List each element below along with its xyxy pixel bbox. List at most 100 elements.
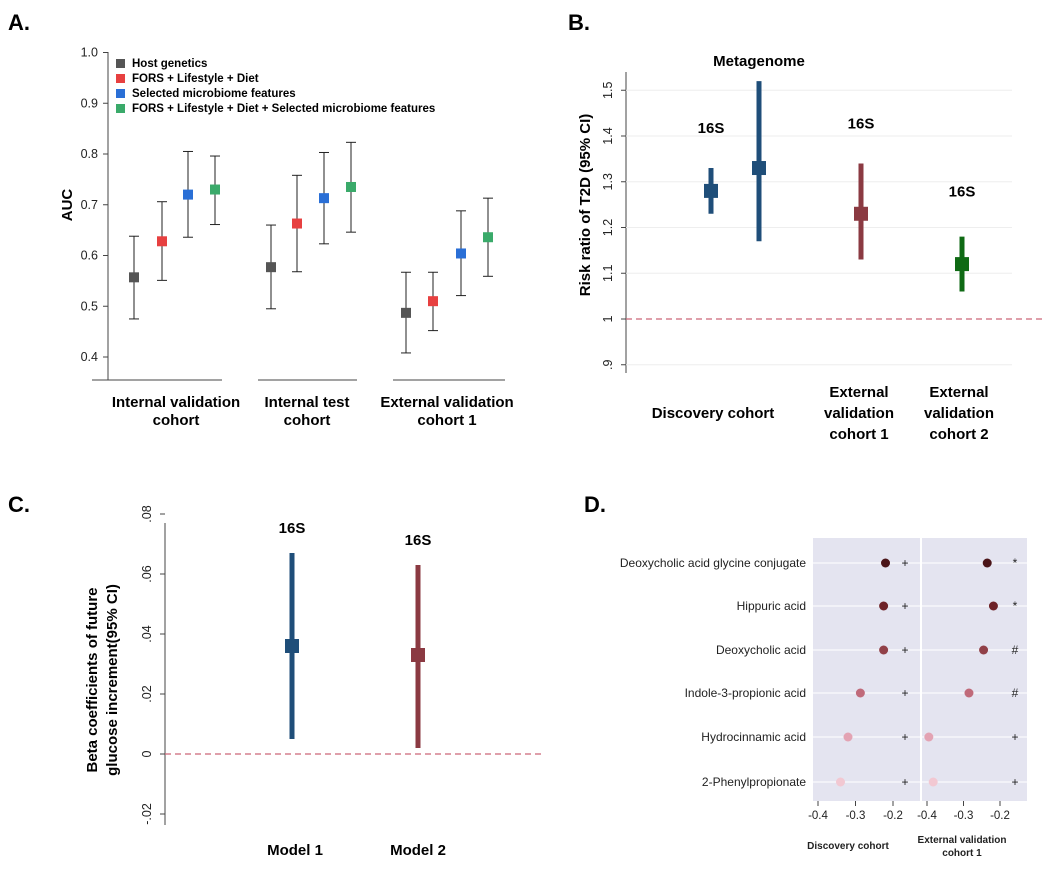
data-point <box>183 189 193 200</box>
panel-d-discovery-background <box>813 538 920 801</box>
panel-a-letter: A. <box>8 10 30 35</box>
panel-b-category-label: validation <box>924 405 994 422</box>
panel-d-subplot-labels: Discovery cohort External validation coh… <box>807 835 1006 859</box>
panel-b-category-label: Discovery cohort <box>652 405 775 422</box>
panel-d-x-tick-label: -0.2 <box>883 810 903 822</box>
panel-a-y-tick-label: 0.5 <box>81 299 98 313</box>
legend-label: FORS + Lifestyle + Diet + Selected micro… <box>132 103 435 115</box>
panel-d-x-tick-label: -0.4 <box>808 810 828 822</box>
panel-c-category-label: Model 1 <box>267 842 323 859</box>
panel-b-category-label: cohort 2 <box>929 426 988 443</box>
panel-b-category-label: External <box>929 384 988 401</box>
data-point <box>266 262 276 273</box>
legend-label: Host genetics <box>132 58 207 70</box>
significance-symbol: + <box>901 556 908 570</box>
legend-label: FORS + Lifestyle + Diet <box>132 73 259 85</box>
estimate-label: 16S <box>698 120 725 137</box>
panel-d-x-tick-label: -0.3 <box>846 810 866 822</box>
panel-d-x-tick-label: -0.2 <box>990 810 1010 822</box>
point-estimate <box>704 183 718 198</box>
panel-b-y-tick-label: .9 <box>601 359 615 369</box>
panel-c-y-axis-title: Beta coefficients of future <box>84 587 101 772</box>
panel-a-group-label: cohort <box>153 412 200 429</box>
data-point <box>129 272 139 283</box>
panel-d: D. -0.4 -0.3 -0.2 -0.4 -0.3 -0.2 Deoxycholic … <box>584 492 1027 859</box>
panel-b-y-tick-label: 1 <box>601 315 615 322</box>
panel-c-y-axis-title: glucose increment(95% CI) <box>104 584 121 776</box>
panel-d-x-tick-label: -0.4 <box>917 810 937 822</box>
panel-a-y-tick-label: 0.8 <box>81 147 98 161</box>
significance-symbol: + <box>901 775 908 789</box>
legend-label: Selected microbiome features <box>132 88 296 100</box>
panel-c-y-tick-label: .08 <box>140 505 154 522</box>
significance-symbol: * <box>1013 556 1018 570</box>
point-estimate <box>752 161 766 176</box>
data-point <box>456 248 466 259</box>
data-point <box>428 296 438 307</box>
estimate-label: Metagenome <box>713 53 805 70</box>
panel-c-y-tick-label: .02 <box>140 685 154 702</box>
data-point <box>319 193 329 204</box>
panel-b-y-axis-title: Risk ratio of T2D (95% CI) <box>577 114 594 297</box>
panel-b-category-label: External <box>829 384 888 401</box>
panel-b-y-tick-label: 1.2 <box>601 219 615 236</box>
estimate-label: 16S <box>848 115 875 132</box>
data-point <box>855 688 865 698</box>
significance-symbol: + <box>901 643 908 657</box>
panel-d-gridlines: -0.4 -0.3 -0.2 -0.4 -0.3 -0.2 <box>808 562 1027 822</box>
data-point <box>836 777 845 787</box>
point-estimate <box>285 639 299 653</box>
point-estimate <box>411 648 425 662</box>
panel-d-letter: D. <box>584 492 606 517</box>
point-estimate <box>955 257 969 272</box>
panel-a-y-tick-label: 0.6 <box>81 249 98 263</box>
estimate-label: 16S <box>405 532 432 549</box>
panel-c-marks: 16S 16S <box>279 520 432 748</box>
data-point <box>982 558 992 568</box>
panel-a-group-labels: Internal validation cohort Internal test… <box>112 394 514 429</box>
estimate-label: 16S <box>949 184 976 201</box>
significance-symbol: + <box>901 686 908 700</box>
panel-b-marks: 16S Metagenome 16S 16S <box>698 53 976 292</box>
panel-d-x-tick-label: -0.3 <box>954 810 974 822</box>
panel-a-y-tick-label: 0.7 <box>81 198 98 212</box>
metabolite-label: Deoxycholic acid <box>716 643 806 657</box>
data-point <box>924 732 934 742</box>
data-point <box>879 645 889 655</box>
panel-a-group-label: cohort <box>284 412 331 429</box>
metabolite-label: Indole-3-propionic acid <box>685 686 806 700</box>
metabolite-label: Hydrocinnamic acid <box>701 730 806 744</box>
metabolite-label: 2-Phenylpropionate <box>702 775 806 789</box>
panel-a-group-label: External validation <box>380 394 513 411</box>
significance-symbol: + <box>901 599 908 613</box>
panel-a-y-ticks: 0.4 0.5 0.6 0.7 0.8 0.9 1.0 <box>81 46 108 364</box>
panel-a-legend: Host genetics FORS + Lifestyle + Diet Sele… <box>116 58 435 115</box>
data-point <box>346 181 356 192</box>
panel-b-category-label: validation <box>824 405 894 422</box>
panel-a-y-tick-label: 1.0 <box>81 46 98 60</box>
data-point <box>879 601 889 611</box>
panel-d-external-background <box>922 538 1027 801</box>
panel-b-y-tick-label: 1.4 <box>601 127 615 144</box>
panel-b: B. Risk ratio of T2D (95% CI) .9 1 1.1 1.2 1… <box>568 10 1045 443</box>
legend-swatch <box>116 89 125 98</box>
panel-d-marks: Deoxycholic acid glycine conjugate Hippur… <box>620 556 1019 789</box>
panel-a-group-label: cohort 1 <box>417 412 476 429</box>
legend-swatch <box>116 104 125 113</box>
panel-d-subplot-label: Discovery cohort <box>807 841 889 852</box>
data-point <box>210 184 220 195</box>
panel-a-y-axis-title: AUC <box>59 189 76 222</box>
metabolite-label: Deoxycholic acid glycine conjugate <box>620 556 806 570</box>
data-point <box>964 688 974 698</box>
panel-c-category-labels: Model 1 Model 2 <box>267 842 446 859</box>
significance-symbol: # <box>1012 643 1019 657</box>
panel-a-group-label: Internal test <box>264 394 349 411</box>
significance-symbol: # <box>1012 686 1019 700</box>
estimate-label: 16S <box>279 520 306 537</box>
data-point <box>928 777 938 787</box>
legend-swatch <box>116 74 125 83</box>
legend-swatch <box>116 59 125 68</box>
panel-a-y-tick-label: 0.4 <box>81 350 98 364</box>
significance-symbol: + <box>1011 730 1018 744</box>
